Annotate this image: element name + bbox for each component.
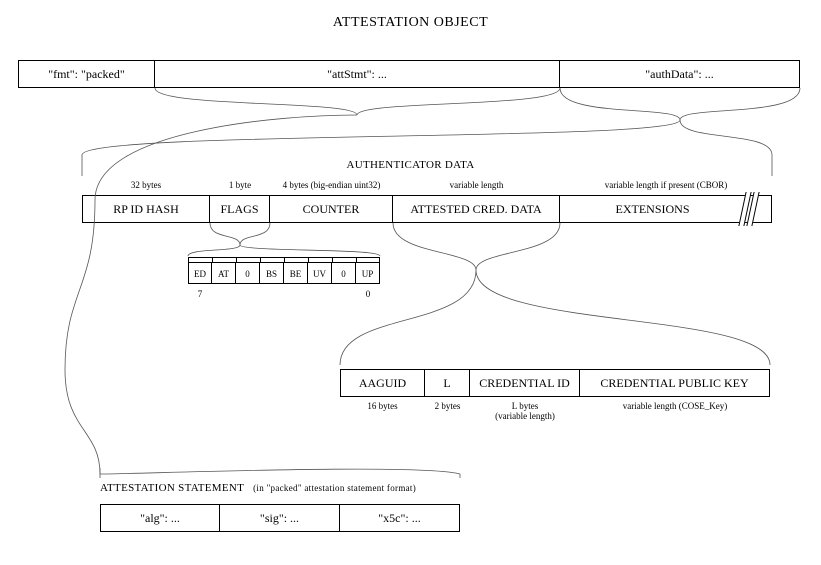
ann-Lbytes: 2 bytes [425, 401, 470, 411]
attstmt-title: ATTESTATION STATEMENT (in "packed" attes… [100, 482, 416, 494]
page-title: ATTESTATION OBJECT [0, 0, 821, 43]
cell-credid: CREDENTIAL ID [470, 369, 580, 397]
acd-row: AAGUID L CREDENTIAL ID CREDENTIAL PUBLIC… [340, 369, 770, 397]
cell-L: L [425, 369, 470, 397]
ann-acd: variable length [393, 180, 560, 190]
cell-credpk: CREDENTIAL PUBLIC KEY [580, 369, 770, 397]
bit-7: ED [188, 262, 212, 284]
bit-6: AT [212, 262, 236, 284]
cell-authdata: "authData": ... [560, 60, 800, 88]
bit-3: BE [284, 262, 308, 284]
bit-4: BS [260, 262, 284, 284]
top-row: "fmt": "packed" "attStmt": ... "authData… [18, 60, 800, 88]
cell-x5c: "x5c": ... [340, 504, 460, 532]
cell-ext: EXTENSIONS [560, 195, 745, 223]
bit-2: UV [308, 262, 332, 284]
cell-flags: FLAGS [210, 195, 270, 223]
ann-aaguid: 16 bytes [340, 401, 425, 411]
ann-counter: 4 bytes (big-endian uint32) [270, 180, 393, 190]
auth-title: AUTHENTICATOR DATA [0, 159, 821, 171]
ann-rp: 32 bytes [82, 180, 210, 190]
cell-counter: COUNTER [270, 195, 393, 223]
cell-alg: "alg": ... [100, 504, 220, 532]
cell-sig: "sig": ... [220, 504, 340, 532]
bit-1: 0 [332, 262, 356, 284]
ann-credid: L bytes (variable length) [470, 401, 580, 421]
cell-rp: RP ID HASH [82, 195, 210, 223]
flags-row: ED AT 0 BS BE UV 0 UP [188, 262, 380, 284]
bit-0: UP [356, 262, 380, 284]
auth-row: RP ID HASH FLAGS COUNTER ATTESTED CRED. … [82, 195, 772, 223]
bit-idx-0: 0 [356, 289, 380, 299]
ann-flags: 1 byte [210, 180, 270, 190]
cell-acd: ATTESTED CRED. DATA [393, 195, 560, 223]
cell-aaguid: AAGUID [340, 369, 425, 397]
cell-fmt: "fmt": "packed" [18, 60, 155, 88]
attstmt-row: "alg": ... "sig": ... "x5c": ... [100, 504, 460, 532]
bit-5: 0 [236, 262, 260, 284]
ann-credpk: variable length (COSE_Key) [580, 401, 770, 411]
bit-idx-7: 7 [188, 289, 212, 299]
cell-attstmt: "attStmt": ... [155, 60, 560, 88]
ann-ext: variable length if present (CBOR) [560, 180, 772, 190]
